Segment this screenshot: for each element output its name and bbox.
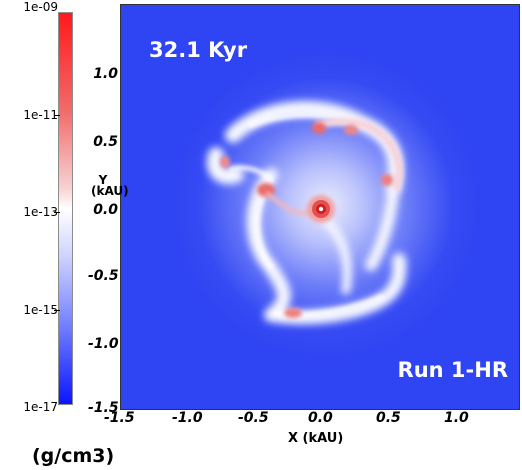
y-tick-label: 1.0: [93, 66, 118, 82]
run-label: Run 1-HR: [397, 358, 508, 382]
colorbar-tick-label: 1e-09: [23, 0, 58, 14]
x-tick-label: -1.5: [104, 410, 135, 426]
y-axis-label-line1: Y: [98, 173, 108, 187]
y-axis-label-line2: (kAU): [91, 184, 129, 198]
x-axis-label: X (kAU): [288, 431, 344, 446]
colorbar: [58, 12, 73, 405]
y-tick-label: -1.5: [88, 400, 119, 416]
central-protostar: [307, 195, 335, 223]
colorbar-tick-mark: [54, 115, 60, 116]
dense-clumps: [220, 122, 393, 318]
ne-arc: [315, 117, 404, 192]
inner-arm: [316, 210, 352, 295]
x-tick-label: -1.0: [172, 410, 203, 426]
x-tick-label: -0.5: [238, 410, 269, 426]
x-tick-label: 0.5: [376, 410, 401, 426]
x-tick-label: 0.0: [308, 410, 333, 426]
colorbar-tick-label: 1e-17: [23, 400, 58, 414]
y-tick-label: 0.0: [93, 202, 118, 218]
time-label: 32.1 Kyr: [149, 38, 248, 62]
x-tick-label: 1.0: [444, 410, 469, 426]
y-tick-label: 0.5: [93, 134, 118, 150]
colorbar-tick-label: 1e-11: [23, 108, 58, 122]
y-tick-label: -0.5: [88, 268, 119, 284]
colorbar-tick-label: 1e-15: [23, 303, 58, 317]
colorbar-tick-mark: [54, 212, 60, 213]
density-map: 32.1 Kyr Run 1-HR: [120, 4, 520, 410]
filament-west-knot: [206, 147, 244, 185]
colorbar-tick-mark: [54, 310, 60, 311]
y-tick-label: -1.0: [88, 336, 119, 352]
y-axis-label: Y (kAU): [91, 173, 129, 198]
spiral-structure: [206, 101, 407, 325]
colorbar-unit-label: (g/cm3): [32, 445, 115, 467]
colorbar-tick-label: 1e-13: [23, 205, 58, 219]
filament-east: [365, 184, 399, 271]
